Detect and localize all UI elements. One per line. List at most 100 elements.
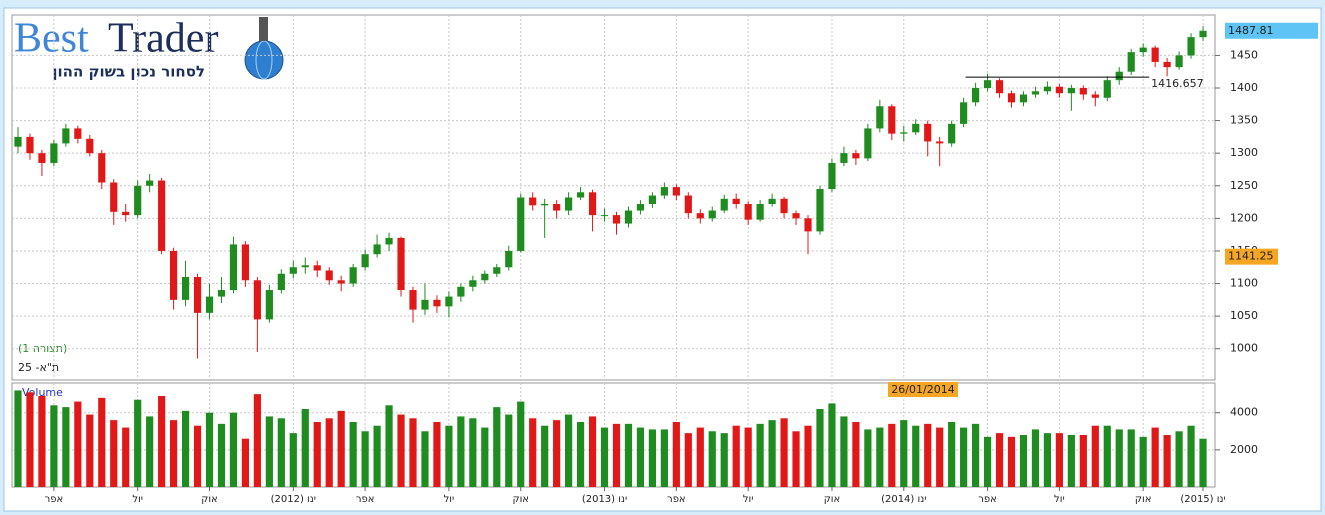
candle-body [277,273,285,291]
volume-bar [660,429,668,487]
x-tick-label: (2012) ינו [271,494,316,505]
volume-bar [600,427,609,487]
candle-body [253,280,261,320]
candle-body [1031,91,1040,95]
candle-body [1067,88,1075,94]
logo-slogan: לסחור נכון בשוק ההון [52,63,205,81]
volume-bar [541,425,549,487]
x-tick-label: (2013) ינו [582,494,627,505]
volume-bar [553,420,561,487]
candle-body [624,210,633,224]
volume-bar [612,423,621,487]
volume-bar [385,405,393,487]
volume-bar [217,423,226,487]
candle-body [337,280,345,284]
candle-body [373,244,381,255]
candle-body [900,132,908,134]
volume-bar [1163,435,1171,487]
candle-body [457,286,465,297]
candle-body [1079,88,1087,95]
candle-body [1163,61,1171,68]
candle-body [110,182,118,212]
volume-bar [1043,433,1052,487]
x-tick-label: אפר [356,494,375,505]
y-tick-label: 1300 [1230,146,1258,159]
candle-body [265,290,273,320]
candle-body [744,204,752,220]
x-tick-label: (2015) ינו [1180,494,1225,505]
volume-bar [828,403,836,487]
x-tick-label: (2014) ינו [881,494,926,505]
volume-bar [816,409,824,487]
volume-bar [373,425,381,487]
instrument-label: ת"א- 25 [18,361,59,374]
candle-body [349,267,357,284]
volume-bar [780,418,788,487]
volume-bar [361,431,369,487]
volume-bar [565,414,573,487]
volume-bar [744,427,752,487]
crosshair-price-label: 1141.25 [1228,250,1274,263]
candle-body [684,195,692,214]
volume-bar [684,433,692,487]
volume-bar [241,438,250,487]
candle-body [74,128,82,139]
crosshair-date-box [888,382,958,397]
candle-body [636,204,645,211]
volume-bar [50,405,58,487]
volume-bar [1007,436,1016,487]
volume-bar [14,390,22,487]
candle-body [62,128,70,144]
y-tick-label: 1050 [1230,309,1258,322]
candle-body [170,250,178,300]
candle-body [181,277,190,300]
logo-globe [244,40,284,80]
candle-body [529,197,537,206]
logo-figure [259,17,268,41]
logo: Best Trader לסחור נכון בשוק ההון [14,16,284,81]
candle-body [852,153,860,159]
volume-bar [170,420,178,487]
volume-bar [648,429,656,487]
candle-body [217,290,226,297]
volume-bar [481,427,489,487]
volume-bar [1127,429,1135,487]
candle-body [1007,93,1016,103]
candle-body [1139,47,1147,53]
candle-body [517,197,525,251]
volume-bar [193,425,202,487]
y-tick-label: 1350 [1230,114,1258,127]
x-tick-label: אפר [45,494,64,505]
volume-bar [205,412,214,487]
volume-bar [1055,433,1063,487]
candle-body [241,244,250,281]
last-price-label: 1487.81 [1228,24,1274,37]
candle-body [660,187,668,196]
candle-body [98,153,106,183]
volume-bar [876,427,884,487]
candle-body [1127,52,1135,72]
y-tick-label: 1000 [1230,342,1258,355]
volume-bar [505,414,513,487]
y-tick-label: 1400 [1230,81,1258,94]
x-tick-label: יול [132,494,143,505]
volume-bar [421,431,429,487]
volume-bar [948,422,956,487]
volume-bar [397,414,405,487]
x-tick-label: אפר [978,494,997,505]
candle-body [122,211,130,216]
candle-body [397,237,405,291]
price-panel [11,14,1216,381]
volume-bar [26,392,34,487]
crosshair-price-box [1225,248,1278,265]
volume-bar [804,425,812,487]
candle-body [565,197,573,211]
volume-bar [134,399,142,487]
volume-bar [433,422,441,487]
candle-body [816,189,824,232]
volume-bar [146,416,154,487]
y-tick-label: 4000 [1230,406,1258,419]
volume-bar [1079,435,1087,487]
volume-bar [768,420,776,487]
